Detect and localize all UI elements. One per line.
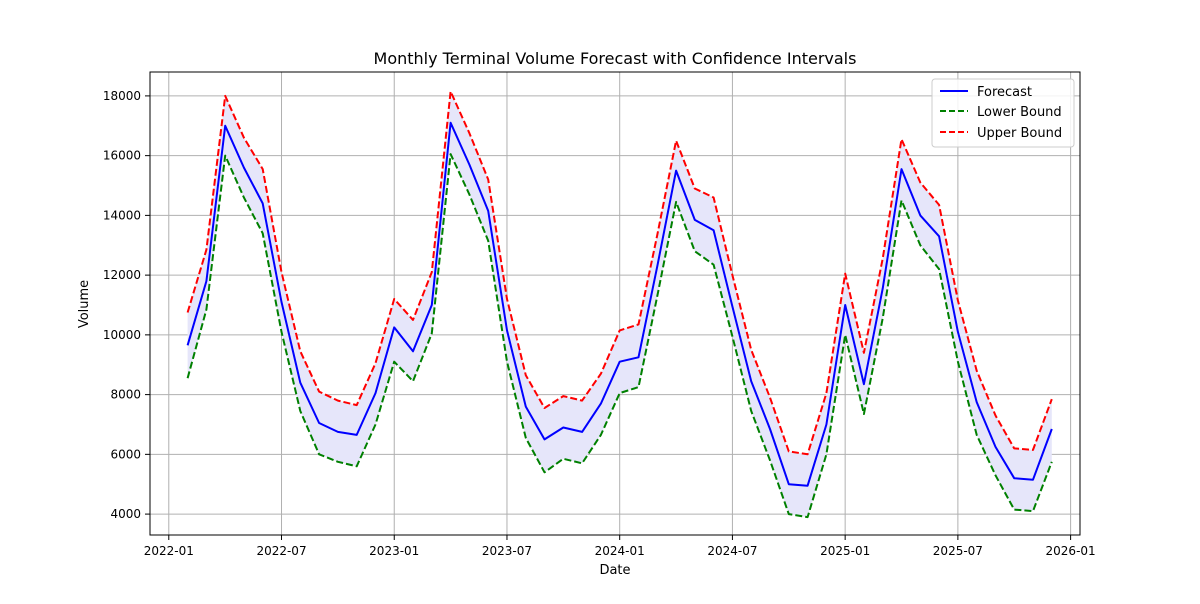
legend-label-upper-bound: Upper Bound bbox=[977, 126, 1062, 141]
y-axis-label: Volume bbox=[77, 280, 92, 328]
y-tick-label: 12000 bbox=[103, 268, 141, 282]
legend: Forecast Lower Bound Upper Bound bbox=[932, 79, 1074, 147]
x-tick-label: 2022-01 bbox=[144, 544, 194, 558]
x-tick-label: 2025-01 bbox=[820, 544, 870, 558]
x-axis-label: Date bbox=[599, 563, 630, 578]
x-tick-label: 2026-01 bbox=[1046, 544, 1096, 558]
x-tick-label: 2022-07 bbox=[256, 544, 306, 558]
y-tick-label: 18000 bbox=[103, 89, 141, 103]
legend-label-lower-bound: Lower Bound bbox=[977, 105, 1062, 120]
x-tick-label: 2024-07 bbox=[707, 544, 757, 558]
x-tick-label: 2025-07 bbox=[933, 544, 983, 558]
chart-title: Monthly Terminal Volume Forecast with Co… bbox=[374, 49, 857, 68]
y-tick-label: 6000 bbox=[110, 447, 141, 461]
y-tick-label: 14000 bbox=[103, 208, 141, 222]
y-tick-label: 8000 bbox=[110, 388, 141, 402]
x-tick-label: 2023-07 bbox=[482, 544, 532, 558]
x-tick-label: 2024-01 bbox=[595, 544, 645, 558]
y-tick-label: 10000 bbox=[103, 328, 141, 342]
x-tick-label: 2023-01 bbox=[369, 544, 419, 558]
legend-label-forecast: Forecast bbox=[977, 85, 1032, 100]
y-tick-label: 16000 bbox=[103, 149, 141, 163]
y-tick-label: 4000 bbox=[110, 507, 141, 521]
